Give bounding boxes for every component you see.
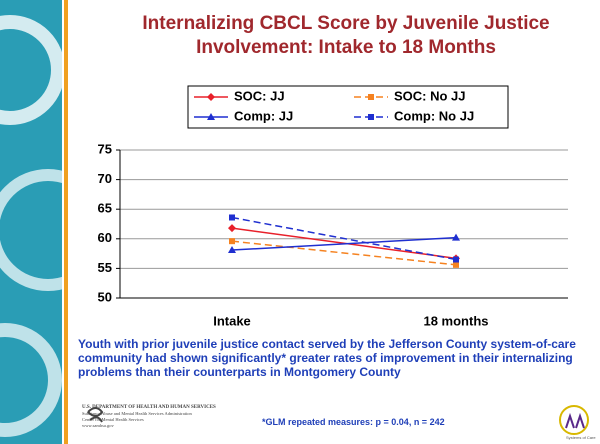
x-tick-label: Intake	[213, 313, 251, 328]
chart-title: Internalizing CBCL Score by Juvenile Jus…	[92, 12, 600, 60]
legend-marker	[368, 94, 374, 100]
y-tick-label: 60	[98, 230, 112, 245]
soc-logo	[560, 406, 588, 434]
slide: 50 55 60 65 70 75 Intake 18 months SOC: JJ SOC: N…	[0, 0, 600, 444]
marker	[453, 257, 459, 263]
marker	[453, 262, 459, 268]
y-tick-label: 50	[98, 289, 112, 304]
y-tick-label: 70	[98, 171, 112, 186]
legend-label: Comp: JJ	[234, 108, 293, 123]
note: Youth with prior juvenile justice contac…	[78, 337, 592, 379]
marker	[229, 238, 235, 244]
legend-label: SOC: JJ	[234, 88, 285, 103]
series-line	[232, 238, 456, 250]
legend-marker	[368, 114, 374, 120]
y-tick-label: 65	[98, 201, 112, 216]
marker	[228, 224, 236, 232]
accent-line	[64, 0, 68, 444]
badge-label: Systems of Care	[566, 435, 596, 440]
y-tick-label: 75	[98, 141, 112, 156]
legend-label: SOC: No JJ	[394, 88, 466, 103]
logo-line: www.samhsa.gov	[82, 423, 216, 429]
footnote: *GLM repeated measures: p = 0.04, n = 24…	[262, 417, 445, 427]
agency-logo: U.S. DEPARTMENT OF HEALTH AND HUMAN SERV…	[82, 405, 216, 429]
y-tick-label: 55	[98, 260, 112, 275]
x-tick-label: 18 months	[423, 313, 488, 328]
marker	[229, 214, 235, 220]
legend-label: Comp: No JJ	[394, 108, 474, 123]
